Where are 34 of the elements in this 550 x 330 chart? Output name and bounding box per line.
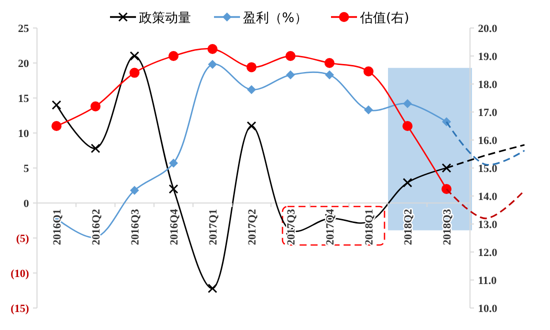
y2-tick-label: 13.0: [478, 219, 498, 231]
y2-tick-label: 11.0: [478, 275, 498, 287]
y2-tick-label: 12.0: [478, 247, 498, 259]
x-tick-label: 2017Q2: [246, 208, 258, 246]
y2-tick-label: 17.0: [478, 107, 498, 119]
y-tick-label: (15): [10, 303, 30, 315]
x-tick-label: 2017Q3: [286, 208, 298, 246]
y2-tick-label: 18.0: [478, 79, 498, 91]
legend-label: 政策动量: [139, 11, 191, 26]
y-tick-label: (10): [10, 268, 30, 280]
y-tick-label: 25: [18, 23, 30, 35]
y2-tick-label: 15.0: [478, 163, 498, 175]
x-tick-label: 2017Q1: [208, 209, 220, 246]
x-tick-label: 2018Q3: [442, 208, 454, 246]
y-tick-label: 10: [18, 128, 30, 140]
x-tick-label: 2016Q2: [90, 208, 102, 246]
y2-tick-label: 10.0: [478, 303, 498, 315]
legend-label: 盈利（%）: [243, 11, 308, 26]
y2-tick-label: 20.0: [478, 23, 498, 35]
x-tick-label: 2016Q3: [130, 208, 142, 246]
y2-tick-label: 16.0: [478, 135, 498, 147]
y-tick-label: 20: [18, 58, 30, 70]
y-tick-label: (5): [16, 233, 30, 245]
y2-tick-label: 19.0: [478, 51, 498, 63]
y-tick-label: 0: [24, 198, 30, 210]
y2-tick-label: 14.0: [478, 191, 498, 203]
x-tick-label: 2016Q1: [52, 209, 64, 246]
x-tick-label: 2017Q4: [324, 208, 336, 246]
x-tick-label: 2018Q2: [402, 208, 414, 246]
x-tick-label: 2016Q4: [168, 208, 180, 246]
y-tick-label: 5: [24, 163, 30, 175]
legend-label: 估值(右): [359, 11, 410, 26]
x-tick-label: 2018Q1: [364, 209, 376, 246]
y-tick-label: 15: [18, 93, 30, 105]
